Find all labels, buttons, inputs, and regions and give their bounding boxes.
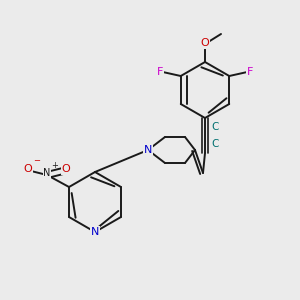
Text: C: C [211,122,219,132]
Text: O: O [24,164,32,174]
Text: −: − [34,157,40,166]
Text: O: O [201,38,209,48]
Text: N: N [91,227,99,237]
Text: F: F [247,67,254,77]
Text: F: F [157,67,163,77]
Text: N: N [144,145,152,155]
Text: +: + [52,160,58,169]
Text: C: C [211,139,219,149]
Text: O: O [61,164,70,174]
Text: N: N [43,168,51,178]
